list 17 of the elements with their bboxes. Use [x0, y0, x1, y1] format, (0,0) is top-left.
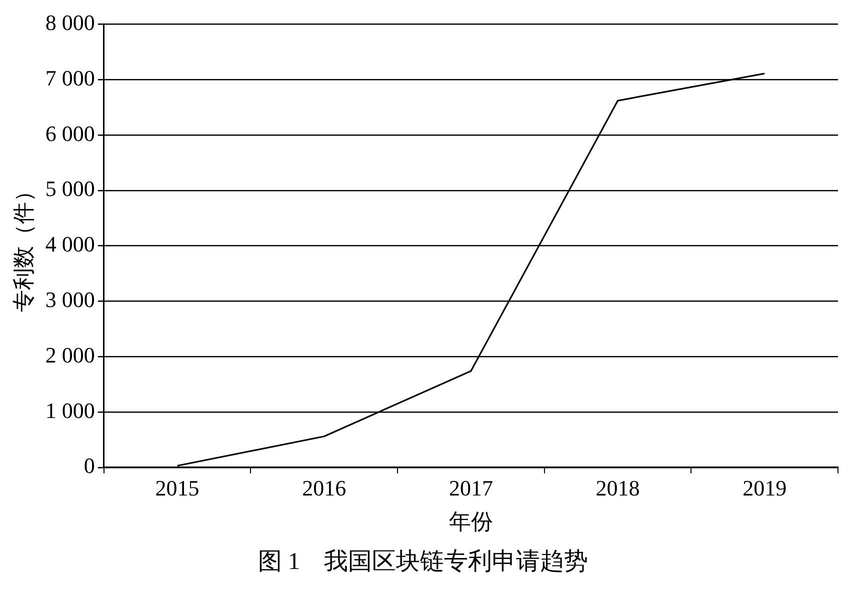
- y-tick-label: 8 000: [45, 10, 95, 35]
- y-tick-label: 0: [84, 453, 95, 478]
- x-tick-label: 2016: [302, 475, 346, 500]
- text: 图 1 我国区块链专利申请趋势: [258, 548, 588, 575]
- x-tick-label: 2017: [448, 475, 493, 500]
- y-tick-label: 1 000: [45, 398, 95, 423]
- x-tick-label: 2018: [596, 475, 640, 500]
- y-tick-label: 4 000: [45, 232, 95, 257]
- y-tick-label: 5 000: [45, 176, 95, 202]
- x-tick-label: 2019: [742, 475, 787, 500]
- y-tick-label: 3 000: [45, 286, 95, 312]
- y-tick-label: 7 000: [45, 65, 95, 90]
- y-tick-label: 2 000: [45, 342, 95, 368]
- y-axis-title: 专利数（件）: [10, 180, 36, 312]
- y-tick-label: 6 000: [45, 120, 95, 146]
- x-tick-label: 2015: [155, 475, 200, 500]
- x-axis-title: 年份: [448, 508, 493, 534]
